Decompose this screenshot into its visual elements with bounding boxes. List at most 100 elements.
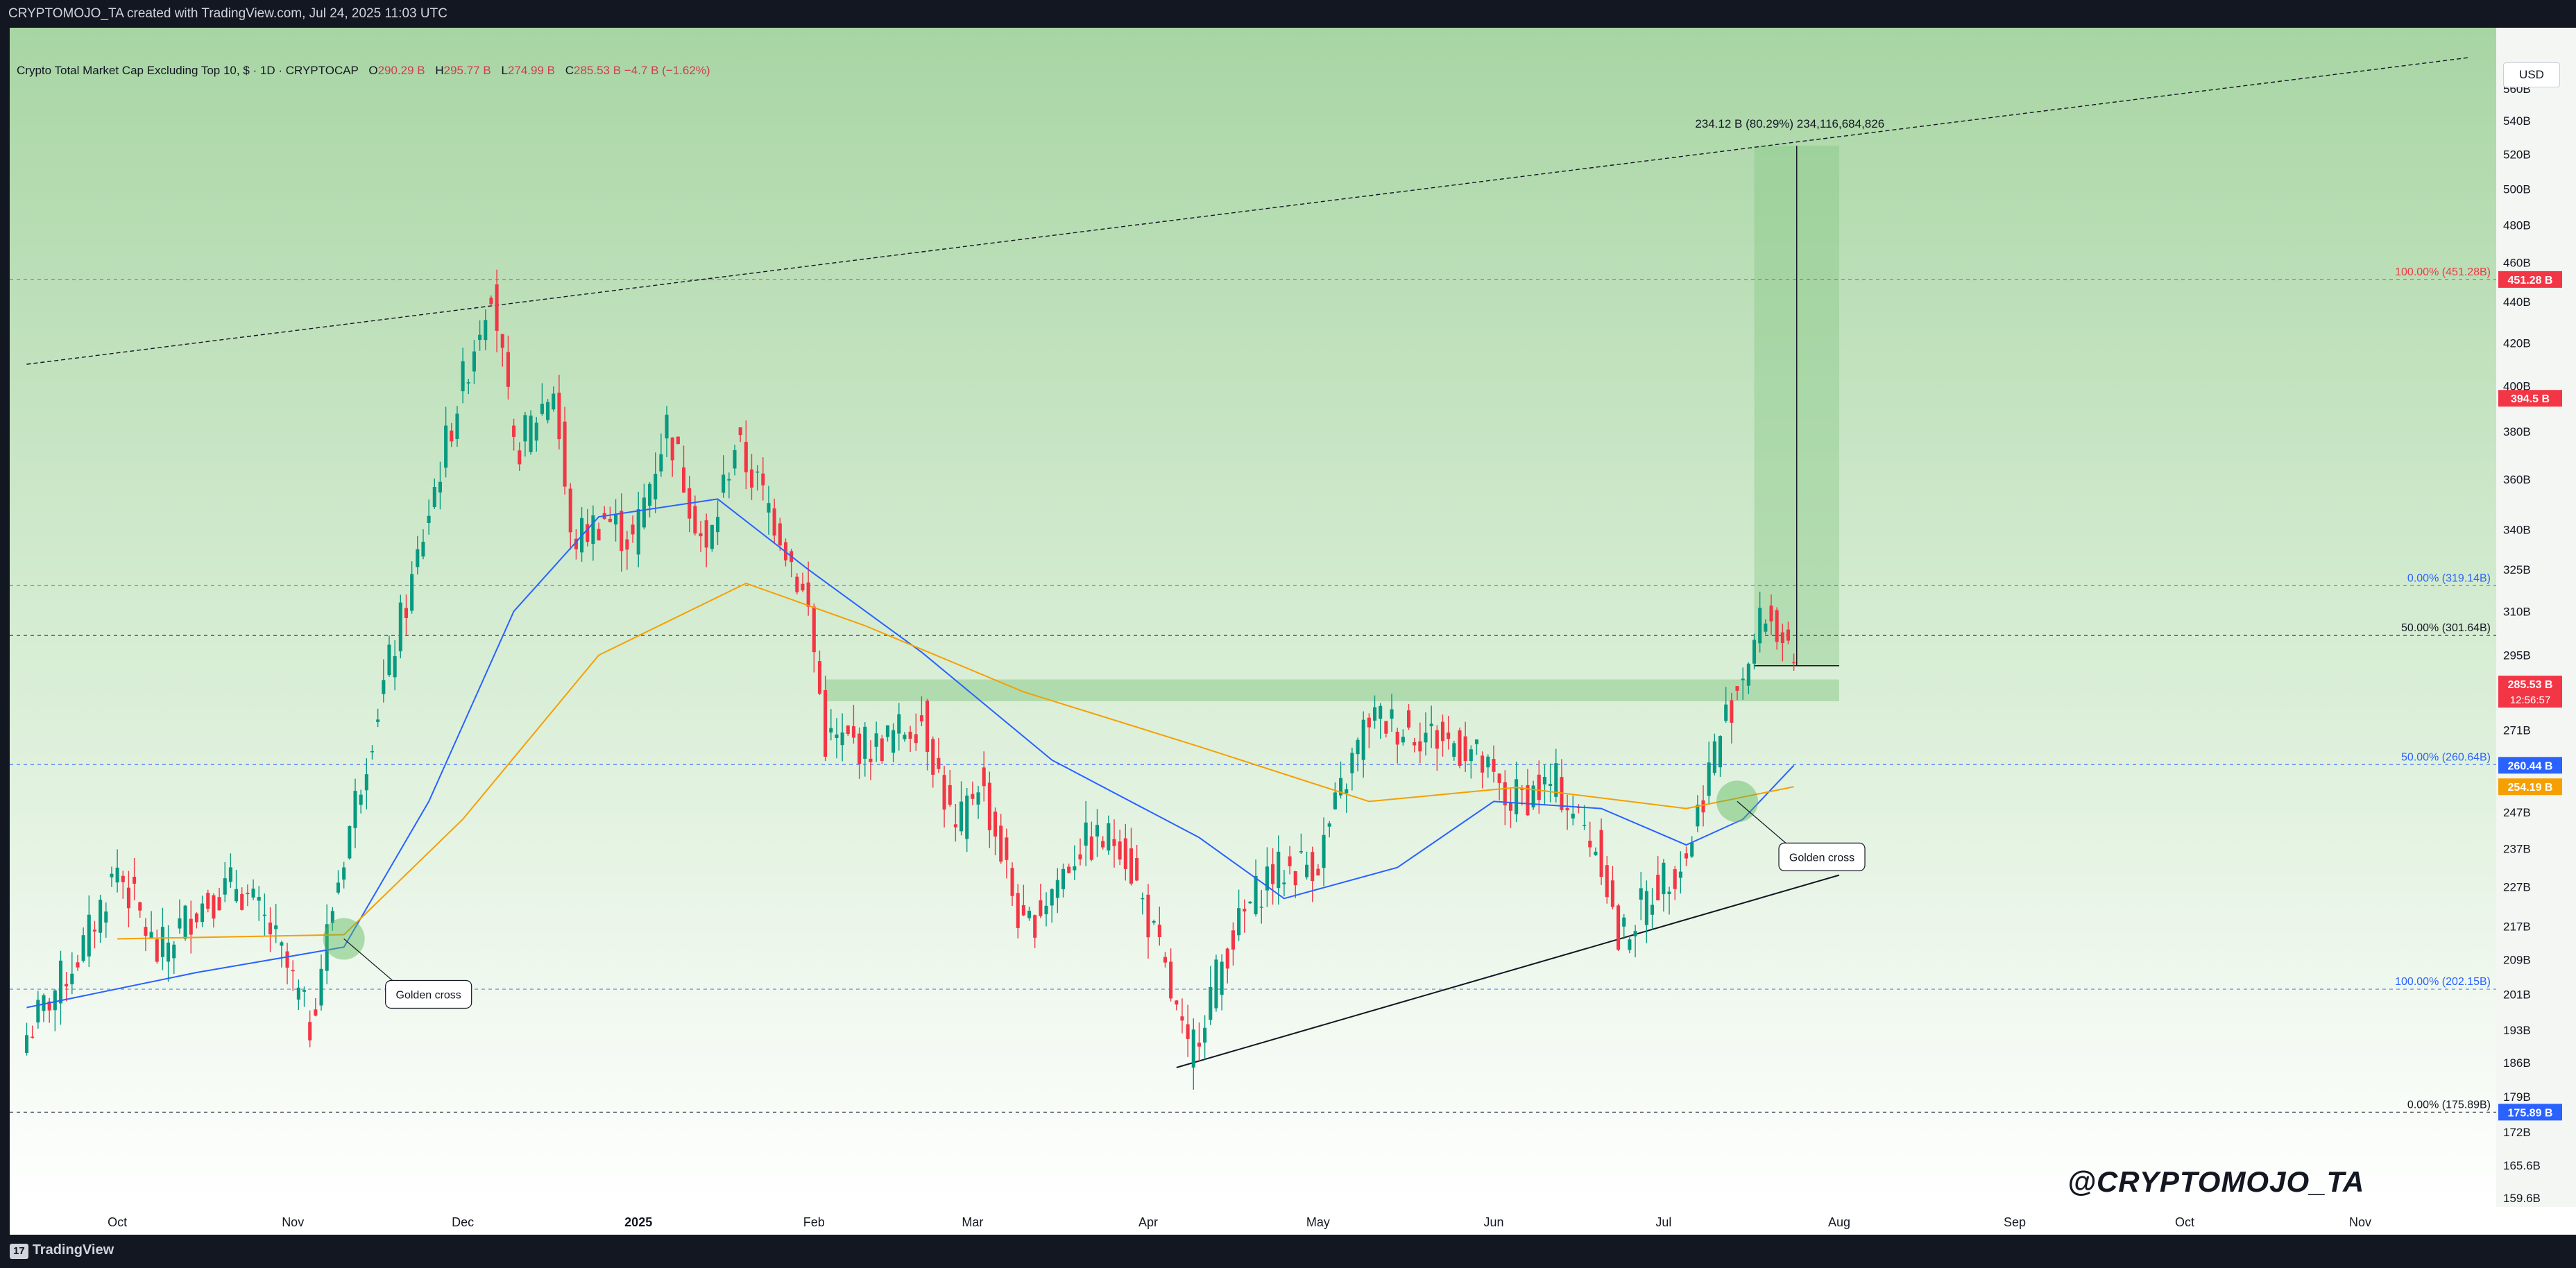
candle-body	[931, 739, 935, 775]
candle-body	[1005, 837, 1009, 860]
y-tick-label: 227B	[2503, 880, 2531, 893]
candle-body	[1418, 741, 1422, 752]
candle-body	[246, 893, 250, 894]
symbol-legend: Crypto Total Market Cap Excluding Top 10…	[17, 64, 710, 78]
candle-body	[614, 514, 618, 525]
price-axis-tag	[2498, 271, 2562, 288]
candle-body	[1350, 753, 1354, 773]
candle-body	[1628, 939, 1632, 950]
candle-body	[495, 284, 499, 331]
candle-body	[1311, 852, 1315, 882]
candle-body	[1639, 888, 1643, 900]
candle-body	[342, 867, 346, 880]
y-tick-label: 172B	[2503, 1126, 2531, 1139]
open-value: 290.29 B	[377, 64, 425, 77]
y-tick-label: 295B	[2503, 649, 2531, 662]
candle-body	[1107, 823, 1111, 851]
y-tick-label: 247B	[2503, 806, 2531, 819]
candle-body	[336, 882, 341, 893]
candle-body	[744, 442, 748, 472]
candle-body	[597, 529, 601, 541]
y-tick-label: 420B	[2503, 336, 2531, 350]
high-value: 295.77 B	[443, 64, 491, 77]
candle-body	[1044, 905, 1048, 915]
candle-body	[1033, 915, 1037, 938]
candle-body	[586, 524, 590, 542]
golden-cross-callout	[1778, 842, 1866, 871]
moving-average-slow	[117, 582, 1794, 940]
candle-body	[1169, 961, 1173, 999]
candle-body	[1413, 742, 1417, 746]
candle-body	[416, 549, 420, 567]
chart-credit: CRYPTOMOJO_TA created with TradingView.c…	[8, 6, 447, 21]
candle-body	[268, 923, 273, 935]
candle-body	[478, 334, 482, 341]
candle-body	[1118, 841, 1122, 860]
candle-body	[767, 503, 771, 513]
candle-body	[353, 791, 357, 828]
candle-body	[1073, 866, 1077, 871]
candle-body	[1724, 704, 1728, 721]
candle-body	[31, 1036, 35, 1038]
candle-body	[1644, 891, 1648, 925]
candle-body	[1769, 606, 1773, 622]
candle-body	[144, 927, 148, 936]
candle-body	[806, 582, 810, 607]
chart-area[interactable]: 234.12 B (80.29%) 234,116,684,826 100.00…	[0, 28, 2576, 1268]
candle-body	[1447, 732, 1451, 739]
candle-body	[1469, 749, 1473, 762]
candle-body	[1084, 822, 1088, 846]
currency-button[interactable]: USD	[2503, 62, 2560, 87]
candle-body	[155, 939, 159, 962]
candle-body	[1633, 931, 1637, 936]
price-axis-countdown: 12:56:57	[2510, 694, 2550, 706]
y-tick-label: 193B	[2503, 1024, 2531, 1037]
candle-body	[1163, 957, 1167, 963]
candle-body	[1730, 700, 1734, 723]
candle-body	[404, 608, 409, 618]
candle-body	[1146, 894, 1150, 938]
price-axis-tag	[2498, 390, 2562, 407]
candle-body	[274, 925, 278, 929]
candle-body	[1656, 875, 1660, 900]
candle-body	[1259, 907, 1263, 908]
candle-body	[591, 515, 595, 545]
candle-body	[1254, 875, 1258, 915]
candle-body	[484, 320, 488, 341]
candle-body	[851, 726, 855, 738]
golden-cross-pointer	[1737, 800, 1786, 843]
candle-body	[81, 935, 85, 961]
candle-body	[1463, 736, 1467, 762]
price-axis-background	[2496, 28, 2576, 1207]
candle-body	[126, 887, 130, 909]
candle-body	[76, 962, 80, 968]
candle-body	[1497, 773, 1501, 783]
price-axis-tag	[2498, 757, 2562, 774]
candle-body	[364, 774, 368, 791]
price-chart[interactable]: 234.12 B (80.29%) 234,116,684,826 100.00…	[0, 28, 2576, 1235]
candle-body	[319, 968, 323, 1006]
candle-body	[999, 825, 1003, 862]
candle-body	[1503, 782, 1507, 806]
candle-body	[223, 878, 227, 895]
candle-body	[897, 714, 901, 734]
candle-body	[167, 942, 171, 962]
candle-body	[846, 725, 850, 735]
y-tick-label: 540B	[2503, 114, 2531, 128]
candle-body	[829, 728, 833, 732]
candle-body	[1010, 868, 1014, 896]
tradingview-logo[interactable]: 17 TradingView	[10, 1239, 114, 1261]
candle-body	[212, 895, 216, 919]
candle-body	[1180, 1016, 1184, 1021]
candle-body	[1101, 841, 1105, 848]
candle-body	[552, 393, 556, 410]
candle-body	[738, 427, 742, 436]
candle-body	[314, 1009, 318, 1016]
candle-body	[201, 903, 205, 923]
price-axis-tag-label: 451.28 B	[2508, 275, 2553, 286]
candle-body	[1123, 838, 1127, 869]
candle-body	[1379, 705, 1383, 719]
candle-body	[1537, 774, 1541, 800]
candle-body	[727, 479, 731, 481]
candle-body	[1752, 640, 1757, 664]
